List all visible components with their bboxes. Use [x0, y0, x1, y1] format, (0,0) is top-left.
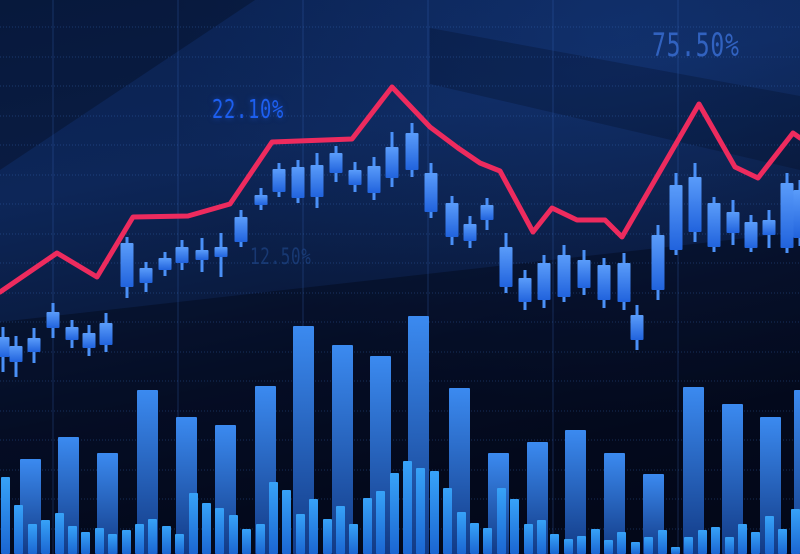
- percent-label-left: 22.10%: [212, 95, 284, 125]
- percent-label-middle: 12.50%: [250, 245, 312, 270]
- percent-label-right: 75.50%: [652, 26, 740, 64]
